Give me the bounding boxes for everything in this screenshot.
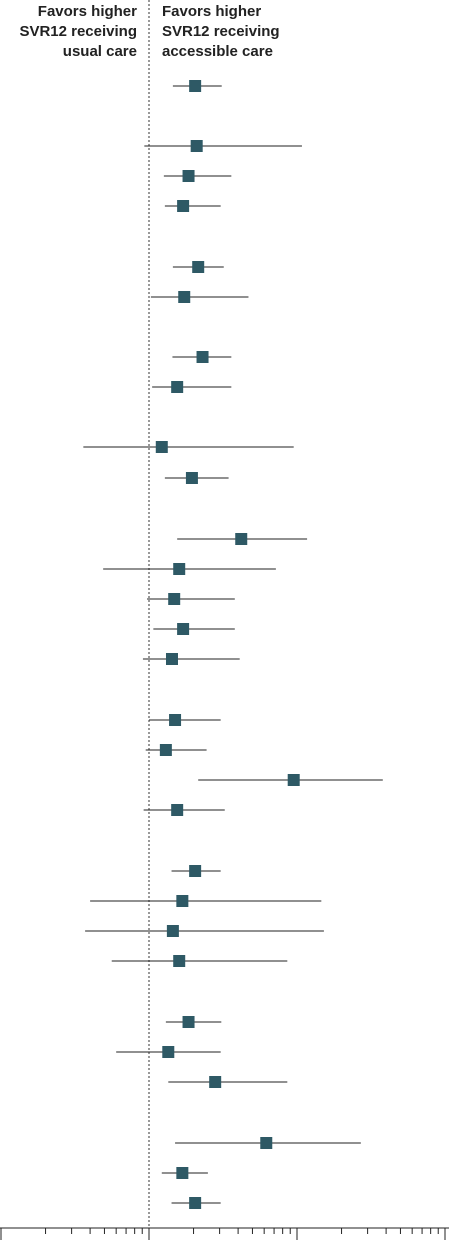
forest-row: [198, 774, 383, 786]
point-estimate-marker: [182, 170, 195, 182]
point-estimate-marker: [190, 140, 203, 152]
point-estimate-marker: [196, 351, 209, 363]
point-estimate-marker: [173, 955, 186, 967]
forest-row: [103, 563, 276, 575]
point-estimate-marker: [166, 925, 179, 937]
point-estimate-marker: [176, 895, 189, 907]
header-right-line-2: SVR12 receiving: [162, 23, 280, 40]
forest-row: [142, 653, 240, 665]
point-estimate-marker: [178, 291, 191, 303]
forest-row: [175, 1137, 361, 1149]
header-right-line-3: accessible care: [162, 43, 273, 60]
forest-row: [150, 291, 249, 303]
forest-row: [111, 955, 288, 967]
forest-row: [172, 351, 232, 363]
forest-row: [144, 140, 302, 152]
point-estimate-marker: [189, 865, 202, 877]
point-estimate-marker: [168, 593, 181, 605]
forest-row: [143, 804, 225, 816]
header-left-line-2: SVR12 receiving: [19, 23, 137, 40]
point-estimate-marker: [287, 774, 300, 786]
point-estimate-marker: [171, 381, 184, 393]
forest-row: [85, 925, 324, 937]
point-estimate-marker: [165, 653, 178, 665]
point-estimate-marker: [189, 80, 202, 92]
point-estimate-marker: [209, 1076, 222, 1088]
x-axis: [0, 1227, 449, 1240]
point-estimate-marker: [235, 533, 248, 545]
forest-row: [152, 381, 232, 393]
forest-row: [171, 865, 221, 877]
forest-row: [177, 533, 308, 545]
point-estimate-marker: [189, 1197, 202, 1209]
point-estimate-marker: [260, 1137, 273, 1149]
point-estimate-marker: [159, 744, 172, 756]
point-estimate-marker: [192, 261, 205, 273]
point-estimate-marker: [155, 441, 168, 453]
point-estimate-marker: [171, 804, 184, 816]
point-estimate-marker: [177, 623, 190, 635]
header-left-line-3: usual care: [63, 43, 137, 60]
point-estimate-marker: [176, 1167, 189, 1179]
forest-row: [116, 1046, 221, 1058]
header-right: Favors higher SVR12 receiving accessible…: [162, 3, 280, 60]
forest-row: [163, 170, 232, 182]
forest-row: [90, 895, 322, 907]
point-estimate-marker: [162, 1046, 175, 1058]
forest-rows: [83, 80, 383, 1209]
point-estimate-marker: [177, 200, 190, 212]
forest-row: [149, 714, 221, 726]
forest-row: [171, 1197, 221, 1209]
forest-row: [153, 623, 235, 635]
forest-row: [83, 441, 294, 453]
forest-row: [161, 1167, 208, 1179]
forest-row: [164, 472, 229, 484]
forest-row: [164, 200, 221, 212]
point-estimate-marker: [182, 1016, 195, 1028]
forest-row: [147, 593, 235, 605]
point-estimate-marker: [185, 472, 198, 484]
header-left-line-1: Favors higher: [38, 3, 137, 20]
header-left: Favors higher SVR12 receiving usual care: [19, 3, 137, 60]
forest-row: [168, 1076, 288, 1088]
forest-row: [172, 80, 222, 92]
point-estimate-marker: [173, 563, 186, 575]
header-right-line-1: Favors higher: [162, 3, 261, 20]
forest-row: [165, 1016, 222, 1028]
forest-row: [172, 261, 224, 273]
point-estimate-marker: [169, 714, 182, 726]
forest-row: [145, 744, 207, 756]
